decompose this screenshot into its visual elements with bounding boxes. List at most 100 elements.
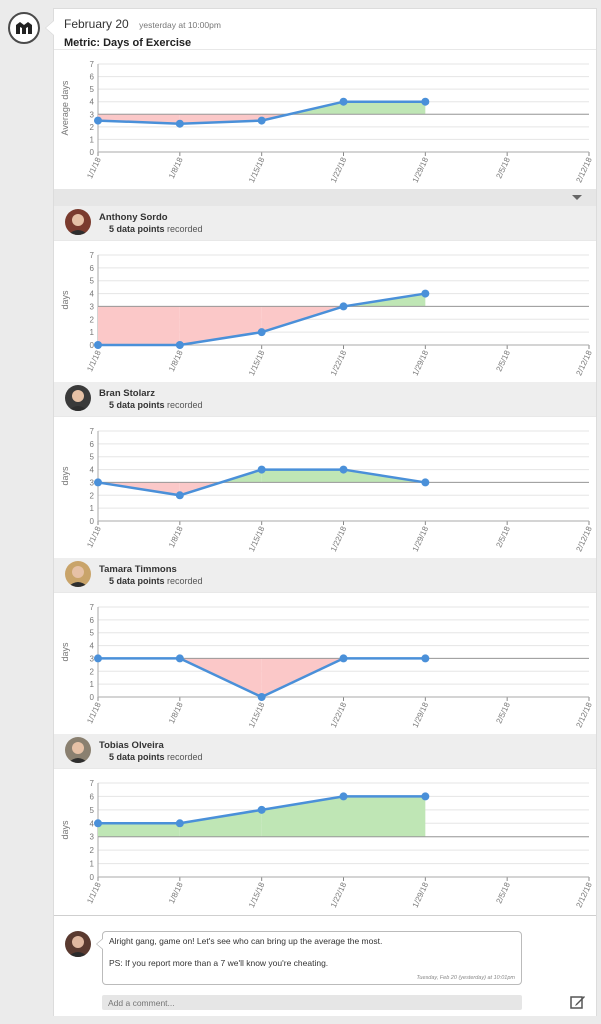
data-point[interactable] bbox=[94, 654, 102, 663]
data-point[interactable] bbox=[339, 97, 348, 106]
x-tick-label: 2/12/18 bbox=[574, 881, 594, 909]
y-tick-label: 2 bbox=[90, 846, 95, 855]
avatar bbox=[65, 209, 91, 235]
data-point[interactable] bbox=[339, 302, 348, 311]
comment-text: Alright gang, game on! Let's see who can… bbox=[109, 936, 383, 946]
data-point[interactable] bbox=[94, 116, 102, 125]
person-chart: 0 1 2 3 4 5 6 7 days 1/1/18 1/8/18 1/15/18 1/22/18 1/… bbox=[54, 416, 596, 559]
data-point[interactable] bbox=[339, 654, 348, 663]
y-tick-label: 4 bbox=[90, 98, 95, 107]
data-point[interactable] bbox=[339, 792, 348, 801]
data-point[interactable] bbox=[257, 116, 266, 125]
area-below-baseline bbox=[261, 114, 289, 121]
data-point[interactable] bbox=[94, 478, 102, 487]
x-tick-label: 1/1/18 bbox=[85, 156, 103, 180]
area-below-baseline bbox=[179, 658, 262, 697]
y-tick-label: 4 bbox=[90, 819, 95, 828]
x-tick-label: 2/5/18 bbox=[494, 881, 512, 905]
area-above-baseline bbox=[343, 101, 426, 115]
avatar bbox=[65, 385, 91, 411]
y-tick-label: 3 bbox=[90, 478, 95, 487]
average-chart: 0 1 2 3 4 5 6 7 Average days 1/1/18 1/8/18 1/15/18 1… bbox=[54, 49, 596, 190]
data-point-count: 5 data points recorded bbox=[109, 400, 203, 410]
person-header: Anthony Sordo 5 data points recorded bbox=[54, 206, 596, 240]
comment-input[interactable] bbox=[102, 995, 522, 1010]
x-tick-label: 1/15/18 bbox=[247, 156, 267, 184]
x-tick-label: 1/8/18 bbox=[167, 156, 185, 180]
y-axis-label: days bbox=[60, 820, 70, 840]
y-tick-label: 5 bbox=[90, 806, 95, 815]
x-tick-label: 1/15/18 bbox=[247, 701, 267, 729]
y-tick-label: 7 bbox=[90, 427, 95, 436]
y-tick-label: 1 bbox=[90, 135, 95, 144]
y-tick-label: 2 bbox=[90, 123, 95, 132]
data-point[interactable] bbox=[257, 805, 266, 814]
y-tick-label: 3 bbox=[90, 302, 95, 311]
y-tick-label: 1 bbox=[90, 680, 95, 689]
person-header: Tamara Timmons 5 data points recorded bbox=[54, 558, 596, 592]
data-point[interactable] bbox=[94, 819, 102, 828]
person-chart: 0 1 2 3 4 5 6 7 days 1/1/18 1/8/18 1/15/18 1/22/18 1/… bbox=[54, 768, 596, 915]
data-point[interactable] bbox=[421, 792, 430, 801]
y-tick-label: 5 bbox=[90, 85, 95, 94]
person-header: Tobias Olveira 5 data points recorded bbox=[54, 734, 596, 768]
x-tick-label: 1/1/18 bbox=[85, 701, 103, 725]
x-tick-label: 1/1/18 bbox=[85, 349, 103, 373]
y-tick-label: 0 bbox=[90, 873, 95, 882]
area-below-baseline bbox=[98, 306, 180, 345]
area-below-baseline bbox=[179, 114, 262, 124]
comment-timestamp: Tuesday, Feb 20 (yesterday) at 10:01pm bbox=[416, 975, 515, 981]
chevron-down-icon[interactable] bbox=[572, 195, 582, 200]
y-tick-label: 1 bbox=[90, 860, 95, 869]
x-tick-label: 2/5/18 bbox=[494, 156, 512, 180]
y-axis-label: Average days bbox=[60, 80, 70, 135]
area-below-baseline bbox=[261, 658, 344, 697]
data-point[interactable] bbox=[257, 465, 266, 474]
post-card: February 20 yesterday at 10:00pm Metric:… bbox=[45, 8, 597, 1016]
data-point[interactable] bbox=[421, 97, 430, 106]
y-tick-label: 6 bbox=[90, 792, 95, 801]
commenter-avatar bbox=[65, 931, 91, 957]
x-tick-label: 1/22/18 bbox=[329, 156, 349, 184]
data-point[interactable] bbox=[421, 289, 430, 298]
x-tick-label: 2/5/18 bbox=[494, 525, 512, 549]
post-date: February 20 bbox=[64, 17, 129, 31]
person-chart: 0 1 2 3 4 5 6 7 days 1/1/18 1/8/18 1/15/18 1/22/18 1/… bbox=[54, 240, 596, 383]
data-point[interactable] bbox=[175, 819, 184, 828]
collapse-toggle[interactable] bbox=[54, 189, 596, 206]
data-point[interactable] bbox=[257, 328, 266, 337]
data-point[interactable] bbox=[94, 341, 102, 349]
person-name: Anthony Sordo bbox=[99, 212, 168, 223]
y-tick-label: 1 bbox=[90, 328, 95, 337]
y-tick-label: 7 bbox=[90, 251, 95, 260]
x-tick-label: 2/5/18 bbox=[494, 349, 512, 373]
y-tick-label: 3 bbox=[90, 833, 95, 842]
x-tick-label: 1/8/18 bbox=[167, 349, 185, 373]
data-point[interactable] bbox=[339, 465, 348, 474]
data-point[interactable] bbox=[175, 341, 184, 349]
data-point[interactable] bbox=[175, 654, 184, 663]
x-tick-label: 1/29/18 bbox=[411, 525, 431, 553]
area-above-baseline bbox=[98, 823, 180, 837]
data-point[interactable] bbox=[421, 478, 430, 487]
data-point[interactable] bbox=[175, 491, 184, 500]
y-tick-label: 5 bbox=[90, 453, 95, 462]
x-tick-label: 1/15/18 bbox=[247, 881, 267, 909]
app-logo-icon bbox=[8, 12, 40, 44]
data-point[interactable] bbox=[257, 693, 266, 701]
y-tick-label: 0 bbox=[90, 341, 95, 350]
data-point[interactable] bbox=[175, 119, 184, 128]
comment-text: PS: If you report more than a 7 we'll kn… bbox=[109, 958, 329, 968]
x-tick-label: 1/8/18 bbox=[167, 525, 185, 549]
edit-icon[interactable] bbox=[570, 994, 586, 1010]
x-tick-label: 1/22/18 bbox=[329, 701, 349, 729]
x-tick-label: 2/12/18 bbox=[574, 156, 594, 184]
y-axis-label: days bbox=[60, 290, 70, 310]
y-axis-label: days bbox=[60, 642, 70, 662]
y-tick-label: 3 bbox=[90, 654, 95, 663]
y-axis-label: days bbox=[60, 466, 70, 486]
x-tick-label: 2/5/18 bbox=[494, 701, 512, 725]
data-point[interactable] bbox=[421, 654, 430, 663]
y-tick-label: 7 bbox=[90, 779, 95, 788]
y-tick-label: 1 bbox=[90, 504, 95, 513]
